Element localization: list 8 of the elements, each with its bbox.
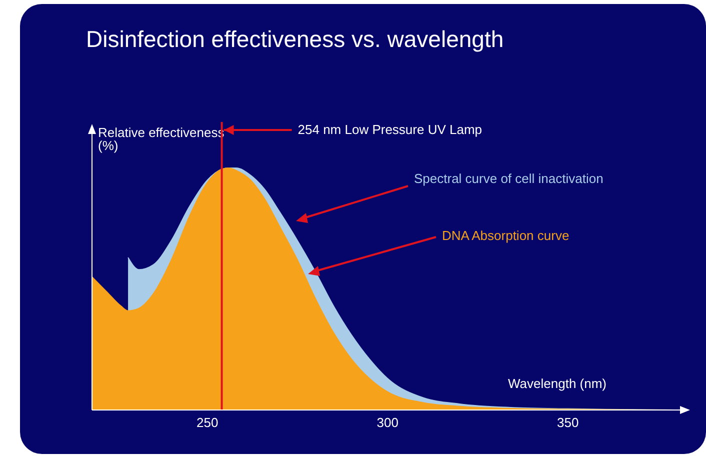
ref-line-label: 254 nm Low Pressure UV Lamp	[298, 122, 482, 138]
x-tick-label: 250	[196, 415, 218, 430]
text: Spectral curve of cell inactivation	[414, 171, 604, 186]
x-axis-title: Wavelength (nm)	[508, 376, 606, 391]
x-tick-label: 350	[557, 415, 579, 430]
text: DNA Absorption curve	[442, 228, 570, 243]
chart-title: Disinfection effectiveness vs. wavelength	[86, 26, 504, 53]
x-tick-label: 300	[376, 415, 398, 430]
